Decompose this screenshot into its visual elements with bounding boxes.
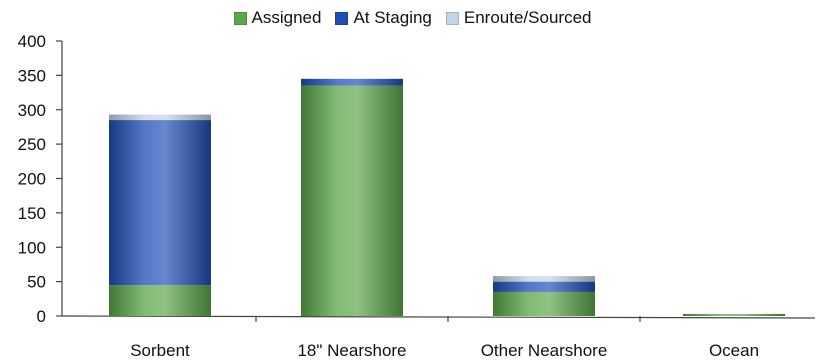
legend-label-at-staging: At Staging	[353, 8, 432, 27]
bar-segment	[301, 78, 403, 86]
x-tick-label: Ocean	[709, 341, 759, 360]
bar-segment	[683, 313, 785, 316]
bar-segment	[301, 85, 403, 316]
legend-swatch-assigned	[233, 11, 247, 25]
y-tick-label: 50	[27, 273, 46, 292]
bar-segment	[109, 285, 211, 316]
x-tick-label: 18" Nearshore	[297, 341, 406, 360]
legend-swatch-at-staging	[335, 11, 349, 25]
legend-item-assigned: Assigned	[233, 8, 322, 28]
y-tick-label: 100	[18, 238, 46, 257]
y-tick-label: 300	[18, 101, 46, 120]
bar-segment	[493, 291, 595, 316]
y-tick-label: 200	[18, 170, 46, 189]
chart-legend: Assigned At Staging Enroute/Sourced	[0, 8, 825, 28]
legend-swatch-enroute-sourced	[445, 11, 459, 25]
bar-segment	[109, 114, 211, 121]
x-tick-label: Other Nearshore	[481, 341, 608, 360]
legend-label-assigned: Assigned	[251, 8, 322, 27]
bar-segment	[109, 120, 211, 286]
bar-segment	[493, 276, 595, 282]
x-tick-label: Sorbent	[130, 341, 190, 360]
x-axis-line	[61, 315, 816, 319]
x-axis: Sorbent 18" Nearshore Other Nearshore Ocean	[61, 315, 816, 360]
legend-label-enroute-sourced: Enroute/Sourced	[463, 8, 592, 27]
y-axis: 0 50 100 150 200 250 300 350 400	[18, 32, 63, 326]
y-tick-label: 350	[18, 66, 46, 85]
y-tick-label: 150	[18, 204, 46, 223]
legend-item-at-staging: At Staging	[335, 8, 432, 28]
legend-item-enroute-sourced: Enroute/Sourced	[445, 8, 592, 28]
y-tick-label: 0	[37, 307, 46, 326]
y-tick-label: 400	[18, 32, 46, 51]
y-tick-label: 250	[18, 135, 46, 154]
bars	[109, 78, 785, 316]
bar-segment	[493, 281, 595, 292]
